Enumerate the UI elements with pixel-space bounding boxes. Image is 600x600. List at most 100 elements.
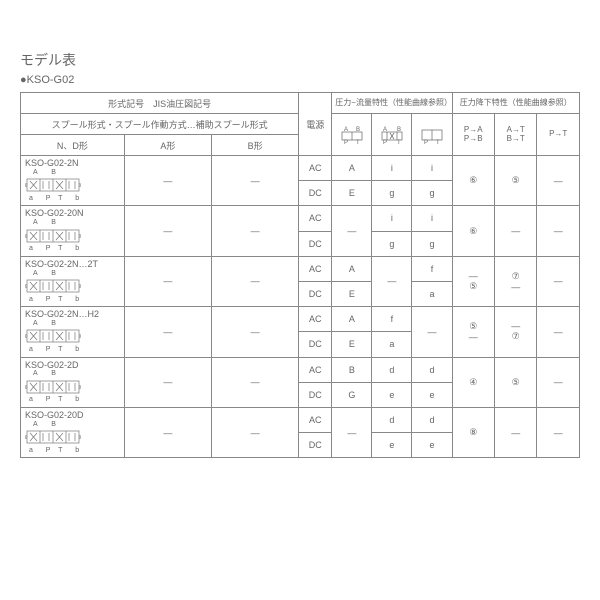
pd-cell: —	[537, 156, 580, 206]
flow-cell: i	[412, 206, 452, 231]
page-title: モデル表	[20, 50, 580, 70]
flow-cell: e	[372, 433, 412, 458]
power-cell: DC	[299, 231, 332, 256]
power-cell: AC	[299, 407, 332, 432]
pd-cell: — ⑤	[452, 256, 494, 306]
hdr-spool: スプール形式・スプール作動方式…補助スプール形式	[21, 114, 299, 135]
svg-text:P: P	[383, 140, 387, 144]
flow-cell: e	[412, 433, 452, 458]
flow-cell: E	[332, 332, 372, 357]
model-cell: KSO-G02-2N A B a P T b	[21, 156, 125, 206]
flow-cell: f	[372, 307, 412, 332]
hdr-pd-2: A→T B→T	[494, 114, 536, 156]
pd-cell: — ⑦	[494, 307, 536, 357]
flow-cell: d	[412, 357, 452, 382]
pd-cell: ⑤	[494, 357, 536, 407]
col-a: —	[124, 156, 211, 206]
col-b: —	[212, 407, 299, 457]
flow-cell: a	[372, 332, 412, 357]
flow-cell: e	[372, 382, 412, 407]
power-cell: DC	[299, 181, 332, 206]
col-b: —	[212, 206, 299, 256]
flow-cell: g	[412, 231, 452, 256]
pd-cell: —	[494, 407, 536, 457]
model-cell: KSO-G02-20D A B a P T b	[21, 407, 125, 457]
flow-cell: —	[412, 307, 452, 357]
flow-cell: f	[412, 256, 452, 281]
flow-cell: i	[412, 156, 452, 181]
hdr-pd-1: P→A P→B	[452, 114, 494, 156]
flow-cell: —	[332, 407, 372, 457]
flow-cell: g	[372, 231, 412, 256]
hdr-nd: N、D形	[21, 135, 125, 156]
pd-cell: —	[494, 206, 536, 256]
page-subtitle: ●KSO-G02	[20, 74, 580, 86]
flow-cell: G	[332, 382, 372, 407]
model-table: 形式記号 JIS油圧図記号 電源 圧力−流量特性（性能曲線参照） 圧力降下特性（…	[20, 92, 580, 458]
pd-cell: —	[537, 206, 580, 256]
flow-cell: A	[332, 156, 372, 181]
flow-cell: A	[332, 256, 372, 281]
hdr-model: 形式記号 JIS油圧図記号	[21, 93, 299, 114]
power-cell: AC	[299, 357, 332, 382]
svg-text:T: T	[436, 140, 440, 144]
flow-cell: g	[412, 181, 452, 206]
power-cell: DC	[299, 332, 332, 357]
power-cell: DC	[299, 382, 332, 407]
power-cell: AC	[299, 206, 332, 231]
model-cell: KSO-G02-2N…H2 A B a P T b	[21, 307, 125, 357]
hdr-power: 電源	[299, 93, 332, 156]
col-a: —	[124, 206, 211, 256]
col-a: —	[124, 407, 211, 457]
hdr-pd-3: P→T	[537, 114, 580, 156]
flow-cell: —	[372, 256, 412, 306]
flow-cell: d	[372, 357, 412, 382]
flow-cell: g	[372, 181, 412, 206]
hdr-flow-2: AB PT	[372, 114, 412, 156]
flow-cell: B	[332, 357, 372, 382]
hdr-pd: 圧力降下特性（性能曲線参照）	[452, 93, 579, 114]
pd-cell: ⑤ —	[452, 307, 494, 357]
col-b: —	[212, 156, 299, 206]
col-a: —	[124, 307, 211, 357]
hdr-b: B形	[212, 135, 299, 156]
col-a: —	[124, 357, 211, 407]
flow-cell: E	[332, 281, 372, 306]
pd-cell: —	[537, 256, 580, 306]
power-cell: DC	[299, 281, 332, 306]
model-cell: KSO-G02-2D A B a P T b	[21, 357, 125, 407]
pd-cell: ⑧	[452, 407, 494, 457]
flow-cell: i	[372, 206, 412, 231]
flow-cell: A	[332, 307, 372, 332]
svg-text:T: T	[356, 140, 360, 144]
hdr-flow-1: AB PT	[332, 114, 372, 156]
flow-cell: d	[372, 407, 412, 432]
model-cell: KSO-G02-2N…2T A B a P T b	[21, 256, 125, 306]
flow-cell: e	[412, 382, 452, 407]
hdr-flow: 圧力−流量特性（性能曲線参照）	[332, 93, 452, 114]
power-cell: DC	[299, 433, 332, 458]
power-cell: AC	[299, 256, 332, 281]
col-b: —	[212, 357, 299, 407]
col-a: —	[124, 256, 211, 306]
pd-cell: ⑦ —	[494, 256, 536, 306]
flow-cell: i	[372, 156, 412, 181]
flow-cell: E	[332, 181, 372, 206]
pd-cell: —	[537, 407, 580, 457]
hdr-flow-3: PT	[412, 114, 452, 156]
model-cell: KSO-G02-20N A B a P T b	[21, 206, 125, 256]
power-cell: AC	[299, 307, 332, 332]
pd-cell: —	[537, 307, 580, 357]
pd-cell: ⑥	[452, 156, 494, 206]
col-b: —	[212, 307, 299, 357]
svg-text:P: P	[344, 140, 348, 144]
col-b: —	[212, 256, 299, 306]
table-header: 形式記号 JIS油圧図記号 電源 圧力−流量特性（性能曲線参照） 圧力降下特性（…	[21, 93, 580, 156]
flow-cell: a	[412, 281, 452, 306]
flow-cell: d	[412, 407, 452, 432]
power-cell: AC	[299, 156, 332, 181]
svg-text:T: T	[397, 140, 401, 144]
svg-text:P: P	[424, 140, 428, 144]
pd-cell: ④	[452, 357, 494, 407]
pd-cell: ⑥	[452, 206, 494, 256]
